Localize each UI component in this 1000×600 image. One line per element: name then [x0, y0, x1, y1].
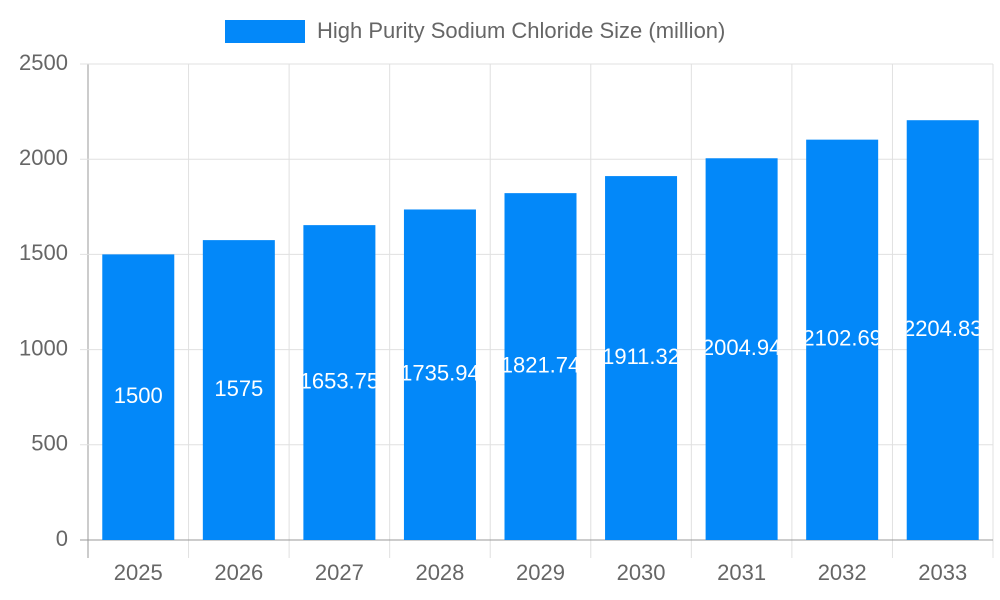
legend-label: High Purity Sodium Chloride Size (millio… [317, 18, 725, 43]
y-tick-label: 500 [31, 431, 68, 456]
bar [102, 254, 175, 540]
x-tick-label: 2025 [114, 560, 163, 585]
legend-swatch [225, 20, 305, 43]
x-tick-label: 2029 [516, 560, 565, 585]
data-label: 1735.94 [400, 361, 480, 386]
x-tick-label: 2026 [214, 560, 263, 585]
bar [906, 120, 979, 540]
bar [605, 176, 678, 541]
x-tick-label: 2031 [717, 560, 766, 585]
data-label: 1575 [214, 376, 263, 401]
x-tick-label: 2030 [617, 560, 666, 585]
data-label: 2004.94 [702, 335, 782, 360]
y-tick-label: 1500 [19, 240, 68, 265]
y-tick-label: 0 [56, 526, 68, 551]
data-label: 1911.32 [602, 344, 680, 369]
x-tick-label: 2033 [918, 560, 967, 585]
bar [806, 139, 879, 540]
x-tick-label: 2027 [315, 560, 364, 585]
y-tick-label: 1000 [19, 335, 68, 360]
bar [202, 240, 275, 540]
data-label: 1653.75 [300, 368, 380, 393]
data-label: 2102.69 [802, 326, 882, 351]
x-tick-label: 2028 [415, 560, 464, 585]
bar [303, 225, 376, 540]
bar [403, 209, 476, 540]
x-tick-label: 2032 [818, 560, 867, 585]
y-tick-label: 2500 [19, 50, 68, 75]
bar [504, 193, 577, 541]
data-label: 1821.74 [501, 352, 581, 377]
data-label: 2204.83 [903, 316, 983, 341]
bar [705, 158, 778, 540]
y-tick-label: 2000 [19, 145, 68, 170]
data-label: 1500 [114, 383, 163, 408]
